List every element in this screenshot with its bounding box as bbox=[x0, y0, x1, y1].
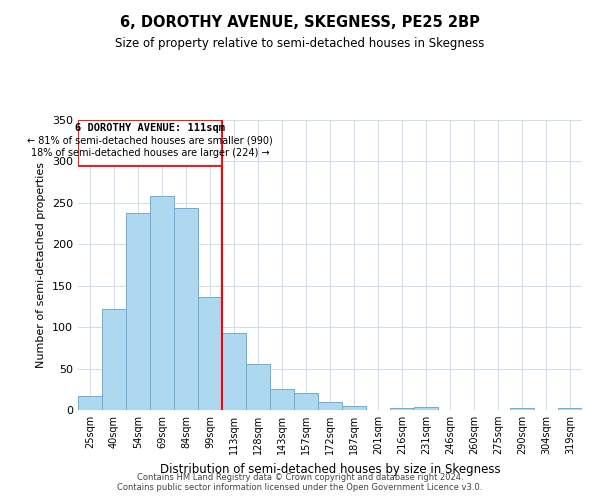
Bar bbox=[558, 408, 582, 410]
Text: Size of property relative to semi-detached houses in Skegness: Size of property relative to semi-detach… bbox=[115, 38, 485, 51]
Bar bbox=[126, 213, 150, 410]
Bar bbox=[222, 333, 246, 410]
Bar bbox=[342, 406, 366, 410]
Bar bbox=[174, 208, 198, 410]
Bar bbox=[78, 396, 102, 410]
Bar bbox=[198, 298, 222, 410]
Bar bbox=[150, 196, 174, 410]
Bar bbox=[78, 120, 222, 166]
Bar bbox=[390, 408, 414, 410]
Bar bbox=[510, 408, 534, 410]
Text: 18% of semi-detached houses are larger (224) →: 18% of semi-detached houses are larger (… bbox=[31, 148, 269, 158]
Text: ← 81% of semi-detached houses are smaller (990): ← 81% of semi-detached houses are smalle… bbox=[27, 136, 273, 145]
Bar bbox=[246, 364, 270, 410]
Bar bbox=[102, 309, 126, 410]
Bar bbox=[270, 390, 294, 410]
Bar bbox=[294, 394, 318, 410]
Text: 6 DOROTHY AVENUE: 111sqm: 6 DOROTHY AVENUE: 111sqm bbox=[75, 124, 225, 134]
X-axis label: Distribution of semi-detached houses by size in Skegness: Distribution of semi-detached houses by … bbox=[160, 462, 500, 475]
Bar bbox=[318, 402, 342, 410]
Text: Contains public sector information licensed under the Open Government Licence v3: Contains public sector information licen… bbox=[118, 484, 482, 492]
Text: 6, DOROTHY AVENUE, SKEGNESS, PE25 2BP: 6, DOROTHY AVENUE, SKEGNESS, PE25 2BP bbox=[120, 15, 480, 30]
Y-axis label: Number of semi-detached properties: Number of semi-detached properties bbox=[37, 162, 46, 368]
Bar bbox=[414, 406, 438, 410]
Text: Contains HM Land Registry data © Crown copyright and database right 2024.: Contains HM Land Registry data © Crown c… bbox=[137, 474, 463, 482]
